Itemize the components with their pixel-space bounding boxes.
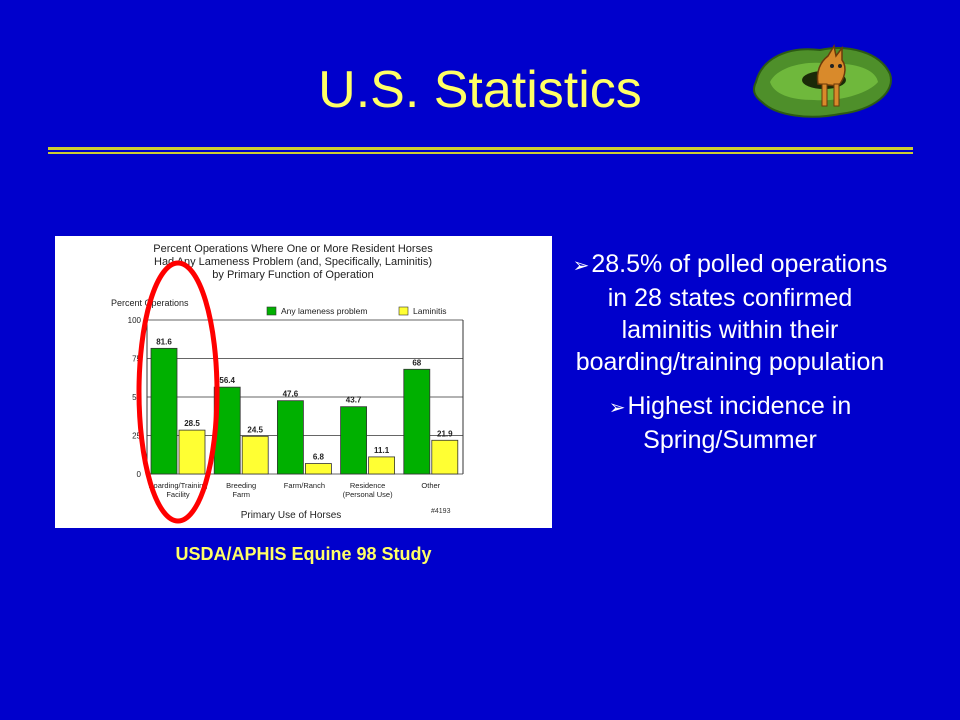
x-category-label: (Personal Use) (343, 490, 394, 499)
bar-data-label: 24.5 (247, 425, 263, 434)
bar-data-label: 21.9 (437, 429, 453, 438)
x-category-label: Boarding/Training (149, 481, 208, 490)
bullet-list: ➢28.5% of polled operations in 28 states… (565, 248, 895, 468)
bar-data-label: 81.6 (156, 337, 172, 346)
bullet-item: ➢28.5% of polled operations in 28 states… (565, 248, 895, 378)
bar-data-label: 6.8 (313, 453, 325, 462)
bar-laminitis (304, 463, 332, 475)
bar-data-label: 11.1 (374, 446, 390, 455)
x-category-label: Breeding (226, 481, 256, 490)
chart-title-line: Percent Operations Where One or More Res… (153, 243, 433, 255)
chart-bars: 81.6 28.5 56.4 24.5 47.6 6.8 43.7 11.1 68 21.9 (150, 337, 459, 475)
bar-lameness (403, 368, 431, 475)
chart-source-caption: USDA/APHIS Equine 98 Study (175, 544, 432, 564)
bar-laminitis (431, 439, 459, 475)
y-tick-label: 25 (132, 432, 141, 441)
title-divider-secondary (48, 152, 913, 154)
bullet-item: ➢Highest incidence in Spring/Summer (565, 390, 895, 456)
y-tick-label: 0 (137, 470, 142, 479)
chart-panel: Percent Operations Where One or More Res… (55, 236, 552, 528)
bar-data-label: 47.6 (283, 390, 299, 399)
bullet-text: 28.5% of polled operations in 28 states … (575, 250, 888, 376)
x-category-label: Farm/Ranch (284, 481, 325, 490)
chart-legend: Any lameness problem Laminitis (266, 306, 447, 316)
bar-laminitis (368, 456, 396, 475)
x-category-label: Residence (350, 481, 385, 490)
lameness-bar-chart: Percent Operations Where One or More Res… (111, 243, 464, 524)
bar-data-label: 68 (412, 358, 421, 367)
legend-label: Any lameness problem (281, 306, 367, 316)
horse-mascot-icon (753, 43, 892, 118)
y-tick-label: 100 (128, 316, 142, 325)
y-tick-label: 75 (132, 355, 141, 364)
x-category-label: Facility (166, 490, 190, 499)
highlight-circle (136, 260, 220, 524)
bullet-arrow-icon: ➢ (572, 255, 590, 277)
x-category-label: Other (421, 481, 440, 490)
chart-note: #4193 (431, 508, 451, 515)
bar-lameness (150, 347, 178, 475)
chart-title-line: by Primary Function of Operation (212, 269, 373, 281)
x-category-label: Farm (232, 490, 250, 499)
bar-lameness (276, 400, 304, 475)
bar-data-label: 56.4 (219, 376, 235, 385)
bar-data-label: 28.5 (184, 419, 200, 428)
bar-laminitis (178, 429, 206, 475)
title-divider (48, 147, 913, 150)
legend-swatch (266, 306, 277, 316)
bar-lameness (340, 406, 368, 475)
legend-swatch (398, 306, 409, 316)
bullet-text: Highest incidence in Spring/Summer (627, 392, 852, 454)
bullet-arrow-icon: ➢ (608, 397, 626, 419)
bar-data-label: 43.7 (346, 396, 362, 405)
bar-laminitis (241, 435, 269, 475)
chart-title: Percent Operations Where One or More Res… (153, 243, 433, 281)
x-axis-label: Primary Use of Horses (241, 510, 342, 521)
legend-label: Laminitis (413, 306, 447, 316)
slide-title: U.S. Statistics (318, 61, 642, 119)
chart-title-line: Had Any Lameness Problem (and, Specifica… (154, 256, 432, 268)
